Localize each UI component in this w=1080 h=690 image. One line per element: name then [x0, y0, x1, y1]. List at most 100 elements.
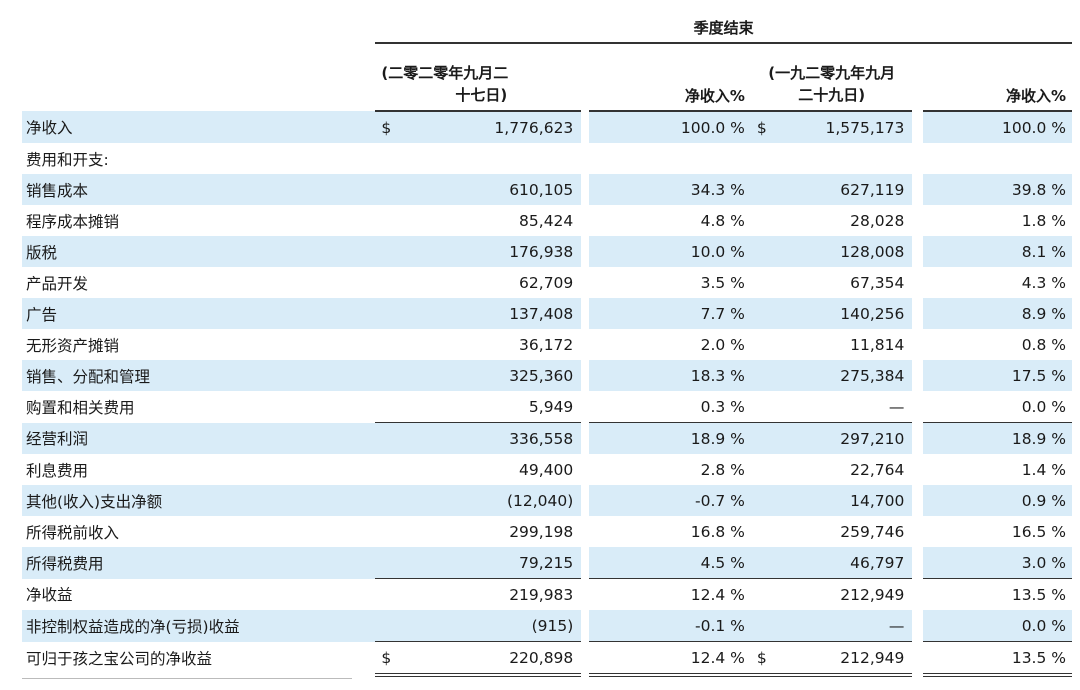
amount-current: 299,198: [509, 522, 574, 541]
percent-prior: 17.5 %: [922, 360, 1072, 391]
currency-symbol: [375, 267, 407, 298]
amount-current: (915): [407, 610, 582, 642]
col1-date-header: (二零二零年九月二 十七日): [375, 43, 582, 112]
column-gap: [581, 610, 590, 642]
currency-symbol: [750, 485, 782, 516]
currency-symbol: [375, 485, 408, 516]
amount-prior: [781, 143, 912, 174]
percent-prior: 0.9 %: [922, 485, 1072, 516]
percent-prior: 1.8 %: [1021, 211, 1066, 230]
amount-current: 220,898: [407, 641, 582, 677]
column-gap: [581, 236, 590, 267]
table-row: 销售成本 610,105 34.3 % 627,119 39.8 %: [22, 174, 1072, 205]
percent-current: 0.3 %: [700, 397, 745, 416]
column-gap: [912, 298, 923, 329]
currency-symbol: [750, 422, 782, 454]
col2-pct-header: 净收入%: [922, 43, 1072, 112]
column-gap: [912, 610, 923, 642]
col1-date-line2: 十七日): [455, 86, 508, 104]
percent-current: 4.8 %: [700, 211, 745, 230]
percent-current: 3.5 %: [700, 273, 745, 292]
column-gap: [912, 174, 923, 205]
col2-date-line1: (一九二零九年九月: [768, 64, 896, 82]
percent-current: 12.4 %: [589, 641, 751, 677]
currency-symbol: [375, 578, 408, 610]
amount-current: 610,105: [407, 174, 582, 205]
row-label: 所得税费用: [22, 547, 376, 579]
table-row: 所得税前收入 299,198 16.8 % 259,746 16.5 %: [22, 516, 1072, 547]
table-row: 所得税费用 79,215 4.5 % 46,797 3.0 %: [22, 547, 1072, 579]
row-label: 费用和开支:: [26, 150, 109, 169]
amount-current: 49,400: [519, 460, 574, 479]
row-label: 销售、分配和管理: [22, 360, 376, 391]
amount-prior: 46,797: [781, 547, 913, 579]
percent-current: 2.0 %: [700, 335, 745, 354]
column-gap: [912, 236, 923, 267]
column-gap: [581, 516, 590, 547]
row-label: 广告: [22, 298, 376, 329]
row-label: 可归于孩之宝公司的净收益: [26, 650, 213, 669]
amount-prior: 11,814: [850, 335, 905, 354]
amount-current: 85,424: [519, 211, 574, 230]
amount-prior: 128,008: [781, 236, 913, 267]
amount-current: 176,938: [407, 236, 582, 267]
amount-current: 36,172: [519, 335, 574, 354]
currency-symbol: [375, 422, 408, 454]
percent-current: 12.4 %: [589, 578, 751, 610]
amount-prior: 259,746: [840, 522, 905, 541]
column-gap: [581, 391, 590, 423]
col2-date-line2: 二十九日): [798, 86, 866, 104]
column-gap: [581, 111, 590, 143]
column-gap: [912, 111, 923, 143]
table-row: 经营利润 336,558 18.9 % 297,210 18.9 %: [22, 422, 1072, 454]
percent-prior: 0.0 %: [1021, 397, 1066, 416]
column-gap: [581, 454, 590, 485]
currency-symbol: [751, 516, 781, 547]
percent-current: 18.3 %: [589, 360, 751, 391]
currency-symbol: [750, 174, 782, 205]
percent-prior: 13.5 %: [922, 641, 1072, 677]
row-label: 产品开发: [26, 274, 89, 293]
percent-prior: 16.5 %: [1011, 522, 1066, 541]
percent-prior: [923, 143, 1073, 174]
amount-prior: 28,028: [850, 211, 905, 230]
amount-prior: 140,256: [781, 298, 913, 329]
amount-prior: 1,575,173: [781, 111, 913, 143]
column-gap: [581, 143, 590, 174]
row-label: 版税: [22, 236, 376, 267]
row-label: 销售成本: [22, 174, 376, 205]
currency-symbol: [375, 610, 408, 642]
table-row: 无形资产摊销 36,172 2.0 % 11,814 0.8 %: [22, 329, 1072, 360]
currency-symbol: [751, 391, 781, 423]
column-gap: [912, 329, 923, 360]
currency-symbol: [375, 174, 408, 205]
row-label: 购置和相关费用: [26, 398, 135, 417]
amount-prior: 297,210: [781, 422, 913, 454]
percent-current: 100.0 %: [589, 111, 751, 143]
percent-current: -0.7 %: [589, 485, 751, 516]
percent-current: -0.1 %: [589, 610, 751, 642]
column-gap: [581, 174, 590, 205]
column-gap: [581, 360, 590, 391]
row-label: 所得税前收入: [26, 523, 120, 542]
row-label: 程序成本摊销: [26, 212, 120, 231]
currency-symbol: [750, 236, 782, 267]
col2-date-header: (一九二零九年九月 二十九日): [750, 43, 913, 112]
amount-prior: 14,700: [781, 485, 913, 516]
column-gap: [581, 298, 590, 329]
currency-symbol: [750, 578, 782, 610]
row-label: 利息费用: [26, 461, 89, 480]
table-row: 购置和相关费用 5,949 0.3 % — 0.0 %: [22, 391, 1072, 423]
percent-prior: 4.3 %: [1021, 273, 1066, 292]
column-gap: [912, 578, 923, 610]
percent-current: [589, 143, 751, 174]
amount-prior: 212,949: [781, 578, 913, 610]
currency-symbol: $: [750, 111, 782, 143]
column-gap: [912, 422, 923, 454]
percent-current: 2.8 %: [700, 460, 745, 479]
percent-current: 10.0 %: [589, 236, 751, 267]
amount-current: [408, 143, 582, 174]
amount-current: 5,949: [528, 397, 574, 416]
table-row: 费用和开支:: [22, 143, 1072, 174]
column-gap: [912, 391, 923, 423]
